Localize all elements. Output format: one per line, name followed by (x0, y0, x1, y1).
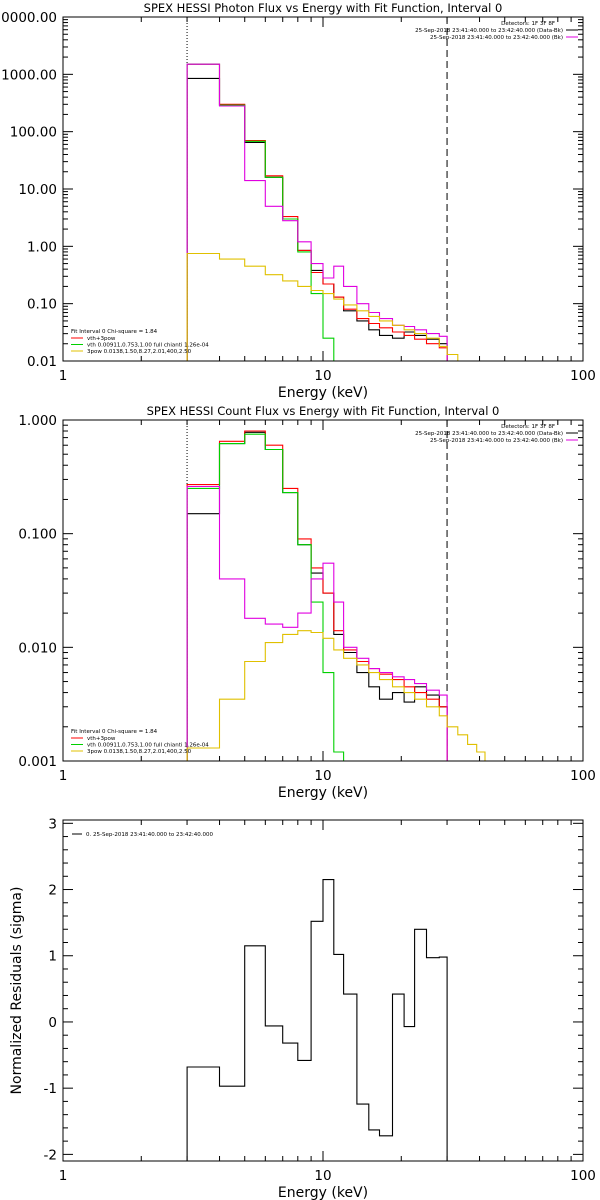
legend-entry-label: 25-Sep-2018 23:41:40.000 to 23:42:40.000… (415, 28, 563, 34)
y-tick-label: 100.00 (10, 125, 57, 141)
series-line-1 (186, 879, 448, 1161)
y-tick-label: 1.00 (27, 239, 57, 255)
legend-entry-label: vth 0.00911,0.753,1.00 full chianti 1.26… (87, 743, 209, 749)
legend-entry-label: 3pow 0.0138,1.50,8.27,2.01,400,2.50 (87, 749, 192, 755)
legend-top-left: 0. 25-Sep-2018 23:41:40.000 to 23:42:40.… (72, 832, 213, 838)
chart-title: SPEX HESSI Count Flux vs Energy with Fit… (147, 404, 500, 418)
legend-entry-label: 25-Sep-2018 23:41:40.000 to 23:42:40.000… (415, 431, 563, 437)
legend-entry-label: vth+3pow (87, 736, 116, 742)
legend-entry-label: 0. 25-Sep-2018 23:41:40.000 to 23:42:40.… (86, 832, 213, 838)
plot-frame (62, 419, 584, 762)
y-tick-label: 0.100 (18, 527, 57, 543)
x-axis-label: Energy (keV) (278, 785, 368, 801)
series-group (186, 879, 448, 1161)
x-tick-label: 10 (314, 1168, 331, 1184)
x-tick-label: 100 (570, 768, 596, 784)
legend-entry-label: 25-Sep-2018 23:41:40.000 to 23:42:40.000… (430, 35, 563, 41)
series-line-1 (186, 431, 448, 761)
legend-entry-label: vth 0.00911,0.753,1.00 full chianti 1.26… (87, 343, 209, 349)
y-tick-label: -1 (44, 1081, 57, 1097)
legend-fit-header: Fit Interval 0 Chi-square = 1.84 (71, 329, 158, 335)
x-tick-label: 1 (59, 1168, 68, 1184)
x-axis-label: Energy (keV) (278, 385, 368, 401)
x-tick-label: 100 (570, 1168, 596, 1184)
x-tick-label: 1 (59, 368, 68, 384)
series-line-2 (186, 63, 448, 361)
x-tick-label: 10 (314, 768, 331, 784)
y-tick-label: 1 (48, 949, 57, 965)
y-tick-label: 0.10 (27, 297, 57, 313)
y-tick-label: 1.000 (18, 413, 57, 429)
legend-bottom-left: Fit Interval 0 Chi-square = 1.84vth+3pow… (71, 729, 209, 755)
legend-fit-header: Fit Interval 0 Chi-square = 1.84 (71, 729, 158, 735)
series-line-4 (186, 485, 448, 761)
legend-entry-label: 25-Sep-2018 23:41:40.000 to 23:42:40.000… (430, 438, 563, 444)
y-tick-label: 1000.00 (1, 67, 57, 83)
y-tick-label: 0.001 (18, 754, 57, 770)
series-line-2 (186, 430, 448, 761)
series-line-3 (186, 433, 345, 761)
chart-panel-2: SPEX HESSI Count Flux vs Energy with Fit… (18, 404, 596, 801)
legend-bottom-left: Fit Interval 0 Chi-square = 1.84vth+3pow… (71, 329, 209, 355)
y-tick-label: 2 (48, 883, 57, 899)
chart-title: SPEX HESSI Photon Flux vs Energy with Fi… (144, 1, 503, 15)
x-axis-label: Energy (keV) (278, 1185, 368, 1200)
legend-entry-label: 3pow 0.0138,1.50,8.27,2.01,400,2.50 (87, 349, 192, 355)
x-tick-label: 100 (570, 368, 596, 384)
y-tick-label: 10.00 (18, 182, 57, 198)
series-line-3 (186, 63, 335, 361)
y-tick-label: -2 (44, 1147, 57, 1163)
chart-panel-3: 1 10 100 -2 -1 0 1 2 3 Energy (keV) Normalized Res… (9, 816, 596, 1200)
legend-header: Detectors: 1F 3F 8F (501, 424, 555, 430)
series-line-4 (186, 63, 448, 361)
y-tick-label: 10000.00 (0, 10, 57, 26)
legend-header: Detectors: 1F 3F 8F (501, 21, 555, 27)
plot-frame (62, 819, 584, 1162)
x-tick-label: 1 (59, 768, 68, 784)
series-group (186, 63, 468, 361)
series-line-5 (186, 252, 468, 361)
y-tick-label: 3 (48, 816, 57, 832)
series-line-1 (186, 77, 448, 361)
legend-entry-label: vth+3pow (87, 336, 116, 342)
plot-frame (62, 16, 584, 362)
chart-panel-1: SPEX HESSI Photon Flux vs Energy with Fi… (0, 1, 596, 401)
y-tick-label: 0 (48, 1015, 57, 1031)
y-axis-label: Normalized Residuals (sigma) (9, 887, 25, 1095)
series-group (186, 430, 493, 761)
series-line-5 (186, 630, 493, 761)
x-tick-label: 10 (314, 368, 331, 384)
y-tick-label: 0.01 (27, 354, 57, 370)
y-tick-label: 0.010 (18, 640, 57, 656)
